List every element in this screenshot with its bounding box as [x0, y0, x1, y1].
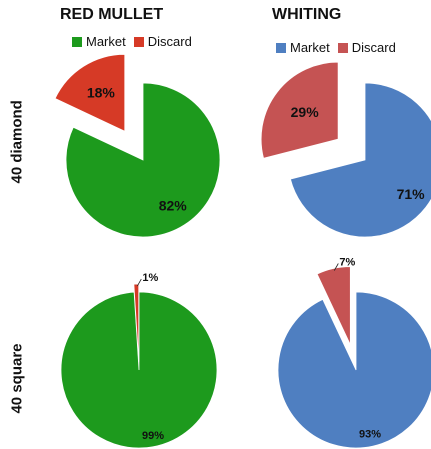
legend-label-discard: Discard	[351, 40, 396, 55]
legend-red-mullet: Market Discard	[72, 34, 200, 49]
pie-label-discard: 7%	[339, 256, 355, 268]
legend-swatch-discard	[133, 36, 144, 47]
pie-slice-market	[60, 291, 218, 449]
pie-label-market: 99%	[142, 430, 164, 442]
legend-swatch-market	[72, 36, 82, 47]
legend-item-discard: Discard	[337, 40, 396, 55]
legend-item-market: Market	[72, 34, 126, 49]
column-title-red-mullet: RED MULLET	[60, 6, 164, 23]
legend-item-market: Market	[276, 40, 330, 55]
pie-label-market: 71%	[397, 186, 426, 202]
column-title-whiting: WHITING	[272, 6, 342, 23]
pie-slice-discard	[260, 61, 339, 159]
legend-label-discard: Discard	[147, 34, 192, 49]
legend-swatch-discard	[337, 42, 348, 53]
pie-slice-market	[65, 82, 221, 238]
legend-item-discard: Discard	[133, 34, 192, 49]
legend-whiting: Market Discard	[276, 40, 404, 55]
pie-slice-market	[277, 291, 431, 449]
pie-label-market: 82%	[159, 198, 188, 214]
legend-swatch-market	[276, 42, 286, 53]
leader-line-discard	[333, 263, 339, 271]
pie-label-market: 93%	[359, 428, 381, 440]
legend-label-market: Market	[290, 40, 330, 55]
pie-slice-discard	[316, 266, 351, 345]
pie-label-discard: 29%	[291, 104, 320, 120]
pie-label-discard: 1%	[142, 272, 158, 284]
leader-line-discard	[136, 278, 142, 287]
pie-label-discard: 18%	[87, 84, 116, 100]
legend-label-market: Market	[86, 34, 126, 49]
pie-slice-discard	[54, 53, 126, 132]
pie-slice-market	[289, 82, 431, 238]
